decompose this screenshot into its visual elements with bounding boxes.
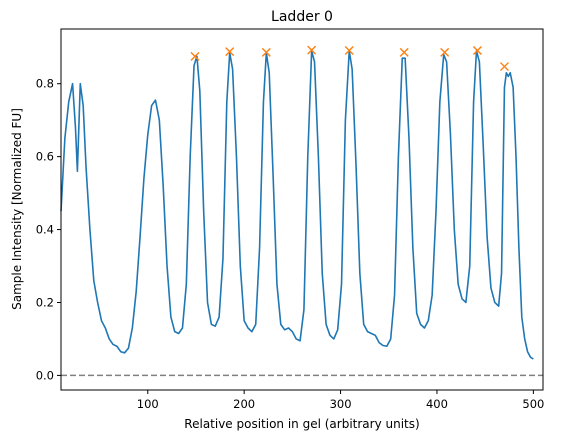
x-tick-label: 100 <box>137 397 159 411</box>
x-axis: 100 200 300 400 500 <box>137 390 544 411</box>
y-tick-label: 0.8 <box>36 77 54 91</box>
plot-frame <box>60 28 544 391</box>
y-tick-label: 0.6 <box>36 150 54 164</box>
x-tick-label: 300 <box>330 397 352 411</box>
y-tick-label: 0.2 <box>36 295 54 309</box>
y-tick-label: 0.0 <box>36 368 54 382</box>
x-tick-label: 500 <box>522 397 544 411</box>
peak-marker <box>472 46 482 56</box>
chart-title: Ladder 0 <box>271 9 333 25</box>
x-axis-label: Relative position in gel (arbitrary unit… <box>184 417 419 431</box>
peak-marker <box>225 47 235 57</box>
series-layer <box>60 50 543 377</box>
peak-marker <box>399 47 409 57</box>
peak-marker <box>190 51 200 61</box>
y-axis: 0.0 0.2 0.4 0.6 0.8 <box>36 77 61 382</box>
y-tick-label: 0.4 <box>36 223 54 237</box>
peak-marker <box>440 47 450 57</box>
x-tick-label: 400 <box>426 397 448 411</box>
intensity-series-line <box>60 50 534 360</box>
y-axis-label: Sample Intensity [Normalized FU] <box>10 108 24 310</box>
peak-marker <box>499 62 509 72</box>
peak-marker <box>307 45 317 55</box>
peak-marker <box>344 46 354 56</box>
peak-marker <box>261 47 271 57</box>
x-tick-label: 200 <box>233 397 255 411</box>
marker-layer <box>190 45 509 72</box>
